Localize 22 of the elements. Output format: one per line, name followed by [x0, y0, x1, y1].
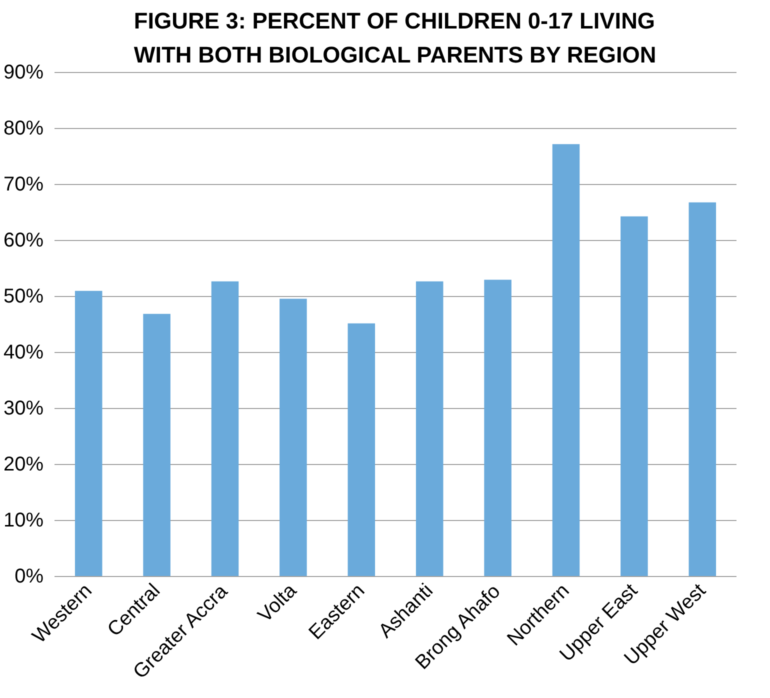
y-tick-label: 80%	[3, 118, 44, 140]
x-tick-label: Volta	[254, 579, 302, 627]
bar	[484, 280, 512, 576]
bar	[143, 314, 170, 576]
bar	[348, 323, 376, 576]
bar	[620, 216, 648, 576]
bar	[552, 144, 580, 576]
y-tick-label: 70%	[3, 174, 44, 196]
chart-title: FIGURE 3: PERCENT OF CHILDREN 0-17 LIVING WITH BOTH BIOLOGICAL PARENTS BY REGION	[134, 8, 656, 68]
y-tick-label: 10%	[3, 510, 44, 532]
bar	[416, 281, 444, 576]
bar	[280, 298, 307, 576]
y-tick-label: 90%	[3, 62, 44, 84]
y-tick-label: 40%	[3, 342, 44, 364]
y-tick-label: 0%	[14, 566, 44, 588]
y-tick-label: 50%	[3, 286, 44, 308]
y-tick-label: 30%	[3, 398, 44, 420]
bar	[211, 281, 239, 576]
y-tick-label: 20%	[3, 454, 44, 476]
y-tick-label: 60%	[3, 230, 44, 252]
bar	[688, 202, 716, 576]
bar	[74, 290, 102, 576]
